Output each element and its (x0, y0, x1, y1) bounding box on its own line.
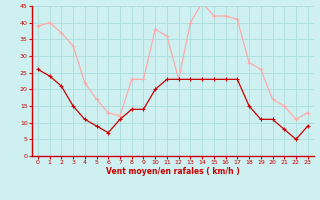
X-axis label: Vent moyen/en rafales ( km/h ): Vent moyen/en rafales ( km/h ) (106, 167, 240, 176)
